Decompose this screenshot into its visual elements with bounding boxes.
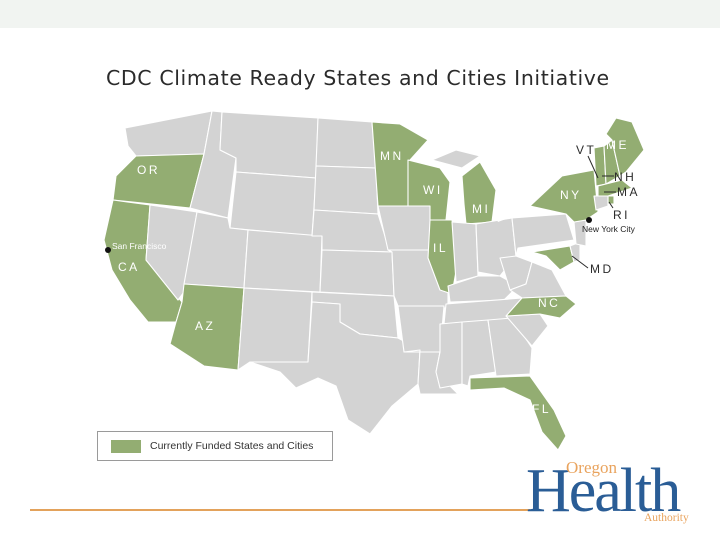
slide-title: CDC Climate Ready States and Cities Init… xyxy=(106,66,610,90)
state-nv xyxy=(145,204,198,301)
label-wi: WI xyxy=(423,183,443,197)
state-ne xyxy=(311,209,391,253)
legend: Currently Funded States and Cities xyxy=(97,431,333,461)
state-ms xyxy=(435,321,463,389)
state-nm xyxy=(237,287,313,371)
state-me xyxy=(605,117,645,177)
label-ca: CA xyxy=(118,260,140,274)
leader-vt xyxy=(587,155,599,179)
label-ri: RI xyxy=(613,208,630,222)
state-nd xyxy=(315,117,377,169)
state-ny xyxy=(529,169,599,223)
state-md xyxy=(531,245,575,271)
state-ri xyxy=(607,195,615,205)
leader-md xyxy=(571,255,589,269)
state-ks xyxy=(319,249,395,297)
state-ar xyxy=(397,305,445,353)
label-san-francisco: San Francisco xyxy=(112,241,167,251)
state-tx xyxy=(249,301,421,435)
label-vt: VT xyxy=(576,143,596,157)
label-me: ME xyxy=(606,138,629,152)
state-pa xyxy=(511,213,575,257)
state-fl xyxy=(469,375,567,451)
label-new-york-city: New York City xyxy=(582,224,636,234)
lake-michigan xyxy=(448,180,462,222)
state-wy xyxy=(229,171,317,237)
leader-ri xyxy=(608,201,614,209)
state-in xyxy=(451,221,479,283)
label-fl: FL xyxy=(532,402,551,416)
state-co xyxy=(243,229,323,293)
state-or xyxy=(112,153,205,209)
city-marker-new-york-city xyxy=(586,217,592,223)
label-il: IL xyxy=(433,241,448,255)
footer-divider xyxy=(30,509,530,511)
logo-oregon: Oregon xyxy=(566,458,617,477)
label-nh: NH xyxy=(614,170,636,184)
label-az: AZ xyxy=(195,319,215,333)
label-mi: MI xyxy=(472,202,490,216)
city-marker-san-francisco xyxy=(105,247,111,253)
top-band xyxy=(0,0,720,28)
label-md: MD xyxy=(590,262,614,276)
label-nc: NC xyxy=(538,296,560,310)
state-sd xyxy=(313,165,379,215)
state-nc xyxy=(505,295,577,319)
label-ny: NY xyxy=(560,188,582,202)
label-mn: MN xyxy=(380,149,404,163)
oregon-health-authority-logo: Health Oregon Authority xyxy=(526,458,698,530)
lake-erie xyxy=(494,202,530,222)
state-wa xyxy=(124,110,213,157)
logo-authority: Authority xyxy=(644,512,689,524)
logo-health: Health xyxy=(526,457,681,525)
state-mi-up xyxy=(431,149,481,169)
label-ma: MA xyxy=(617,185,640,199)
label-or: OR xyxy=(137,163,160,177)
state-ct xyxy=(593,195,609,211)
legend-label: Currently Funded States and Cities xyxy=(150,440,314,452)
legend-swatch xyxy=(111,439,141,453)
